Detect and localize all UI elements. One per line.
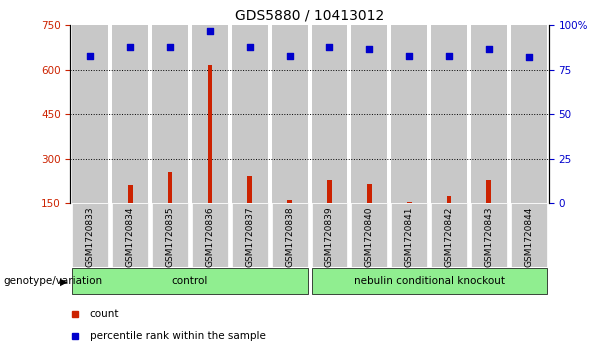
Bar	[311, 25, 348, 203]
Text: GSM1720841: GSM1720841	[405, 207, 414, 267]
Bar	[72, 203, 109, 267]
Bar	[112, 203, 148, 267]
Bar	[152, 25, 188, 203]
Point	[86, 53, 96, 58]
Bar	[311, 203, 348, 267]
Text: GSM1720839: GSM1720839	[325, 207, 334, 267]
Bar	[128, 185, 132, 203]
Bar	[327, 180, 332, 203]
Bar	[248, 176, 252, 203]
Point	[405, 53, 414, 58]
Point	[325, 44, 335, 50]
Text: genotype/variation: genotype/variation	[3, 276, 102, 286]
Bar	[192, 203, 228, 267]
Point	[205, 28, 215, 34]
Bar	[447, 196, 451, 203]
Bar	[351, 203, 387, 267]
Text: GSM1720840: GSM1720840	[365, 207, 374, 267]
Bar	[112, 25, 148, 203]
Bar	[208, 65, 212, 203]
Text: count: count	[89, 309, 119, 319]
Bar	[391, 203, 427, 267]
Bar	[471, 203, 507, 267]
Bar	[431, 25, 467, 203]
Text: GSM1720835: GSM1720835	[166, 207, 175, 267]
Bar	[407, 202, 411, 203]
Bar	[272, 203, 308, 267]
Text: GSM1720842: GSM1720842	[444, 207, 454, 267]
Bar	[168, 172, 172, 203]
Bar	[431, 203, 467, 267]
Bar	[232, 25, 268, 203]
Bar	[287, 200, 292, 203]
Point	[284, 53, 294, 58]
Title: GDS5880 / 10413012: GDS5880 / 10413012	[235, 9, 384, 23]
Text: nebulin conditional knockout: nebulin conditional knockout	[354, 276, 504, 286]
Bar	[487, 180, 491, 203]
Text: GSM1720837: GSM1720837	[245, 207, 254, 267]
Bar	[511, 25, 547, 203]
Point	[125, 44, 135, 50]
Bar	[367, 184, 371, 203]
Bar	[311, 268, 547, 294]
Bar	[192, 25, 228, 203]
Bar	[351, 25, 387, 203]
Bar	[72, 25, 109, 203]
Bar	[471, 25, 507, 203]
Text: GSM1720836: GSM1720836	[205, 207, 215, 267]
Text: GSM1720838: GSM1720838	[285, 207, 294, 267]
Bar	[232, 203, 268, 267]
Text: GSM1720833: GSM1720833	[86, 207, 95, 267]
Bar	[72, 268, 308, 294]
Point	[245, 44, 255, 50]
Bar	[272, 25, 308, 203]
Point	[364, 46, 374, 52]
Bar	[152, 203, 188, 267]
Text: GSM1720843: GSM1720843	[484, 207, 493, 267]
Bar	[391, 25, 427, 203]
Bar	[511, 203, 547, 267]
Point	[484, 46, 494, 52]
Text: ▶: ▶	[60, 276, 67, 286]
Text: GSM1720844: GSM1720844	[524, 207, 533, 267]
Text: percentile rank within the sample: percentile rank within the sample	[89, 331, 265, 341]
Point	[444, 53, 454, 58]
Point	[524, 54, 533, 60]
Text: GSM1720834: GSM1720834	[126, 207, 135, 267]
Text: control: control	[172, 276, 208, 286]
Point	[166, 44, 175, 50]
